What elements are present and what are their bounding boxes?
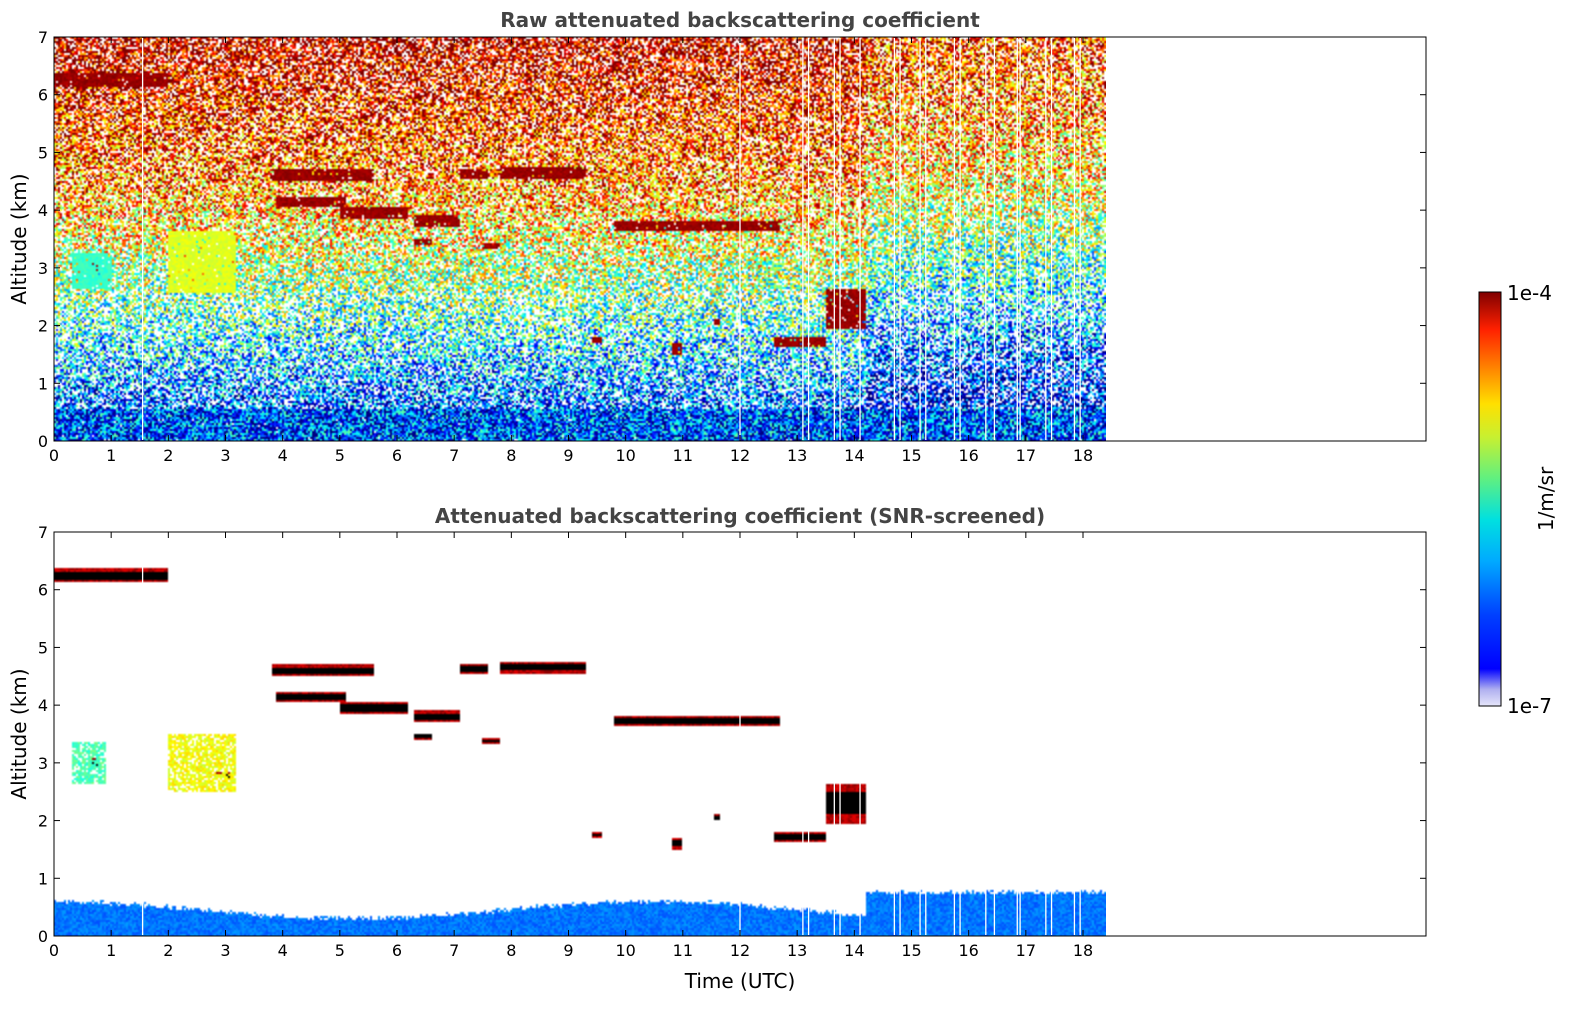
y-tick-label: 5 — [38, 143, 48, 162]
x-tick-label: 4 — [278, 446, 288, 465]
y-tick-label: 6 — [38, 86, 48, 105]
colorbar-unit-label: 1/m/sr — [1534, 466, 1558, 531]
x-tick-label: 0 — [49, 446, 59, 465]
y-tick-label: 7 — [38, 28, 48, 47]
x-tick-label: 18 — [1073, 446, 1093, 465]
x-tick-label: 14 — [844, 446, 864, 465]
raw-y-axis-label: Altitude (km) — [7, 173, 31, 304]
panel-title-screened: Attenuated backscattering coefficient (S… — [435, 504, 1045, 528]
y-tick-label: 2 — [38, 812, 48, 831]
x-tick-label: 12 — [730, 941, 750, 960]
x-tick-label: 13 — [787, 941, 807, 960]
x-tick-label: 1 — [106, 446, 116, 465]
raw-data-gaps — [141, 38, 1081, 440]
x-tick-label: 4 — [278, 941, 288, 960]
x-tick-label: 8 — [506, 446, 516, 465]
x-tick-label: 0 — [49, 941, 59, 960]
colorbar-min-label: 1e-7 — [1507, 694, 1552, 718]
x-tick-label: 17 — [1016, 446, 1036, 465]
x-tick-label: 12 — [730, 446, 750, 465]
colorbar-gradient — [1478, 291, 1502, 707]
screened-y-axis-label: Altitude (km) — [7, 668, 31, 799]
x-tick-label: 7 — [449, 446, 459, 465]
y-tick-label: 3 — [38, 259, 48, 278]
screened-heatmap — [54, 532, 1106, 936]
x-tick-label: 2 — [163, 446, 173, 465]
y-tick-label: 2 — [38, 317, 48, 336]
panel-title-raw: Raw attenuated backscattering coefficien… — [500, 8, 980, 32]
x-axis-label: Time (UTC) — [684, 969, 796, 993]
x-tick-label: 7 — [449, 941, 459, 960]
x-tick-label: 16 — [958, 446, 978, 465]
y-tick-label: 4 — [38, 201, 48, 220]
y-tick-label: 1 — [38, 374, 48, 393]
y-tick-label: 3 — [38, 754, 48, 773]
x-tick-label: 8 — [506, 941, 516, 960]
y-tick-label: 6 — [38, 581, 48, 600]
y-tick-label: 0 — [38, 927, 48, 946]
x-tick-label: 3 — [220, 941, 230, 960]
x-tick-label: 6 — [392, 941, 402, 960]
y-tick-label: 0 — [38, 432, 48, 451]
x-tick-label: 5 — [335, 446, 345, 465]
x-tick-label: 13 — [787, 446, 807, 465]
y-tick-label: 4 — [38, 696, 48, 715]
colorbar: 1e-4 1e-7 1/m/sr — [1478, 281, 1558, 718]
colorbar-max-label: 1e-4 — [1507, 281, 1552, 305]
x-tick-label: 18 — [1073, 941, 1093, 960]
x-tick-label: 2 — [163, 941, 173, 960]
screened-backscatter-panel: Attenuated backscattering coefficient (S… — [7, 504, 1427, 993]
x-tick-label: 3 — [220, 446, 230, 465]
y-tick-label: 5 — [38, 638, 48, 657]
x-tick-label: 10 — [615, 446, 635, 465]
y-tick-label: 1 — [38, 869, 48, 888]
y-tick-label: 7 — [38, 523, 48, 542]
x-tick-label: 16 — [958, 941, 978, 960]
x-tick-label: 5 — [335, 941, 345, 960]
screened-data-gaps — [141, 533, 1081, 935]
x-tick-label: 6 — [392, 446, 402, 465]
raw-heatmap — [54, 37, 1106, 441]
x-tick-label: 17 — [1016, 941, 1036, 960]
x-tick-label: 11 — [673, 446, 693, 465]
x-tick-label: 10 — [615, 941, 635, 960]
screened-heatmap-image — [54, 532, 1106, 936]
x-tick-label: 9 — [563, 446, 573, 465]
raw-heatmap-image — [54, 37, 1106, 441]
x-tick-label: 9 — [563, 941, 573, 960]
x-tick-label: 11 — [673, 941, 693, 960]
x-tick-label: 15 — [901, 941, 921, 960]
x-tick-label: 14 — [844, 941, 864, 960]
x-tick-label: 15 — [901, 446, 921, 465]
x-tick-label: 1 — [106, 941, 116, 960]
raw-backscatter-panel: Raw attenuated backscattering coefficien… — [7, 8, 1427, 465]
